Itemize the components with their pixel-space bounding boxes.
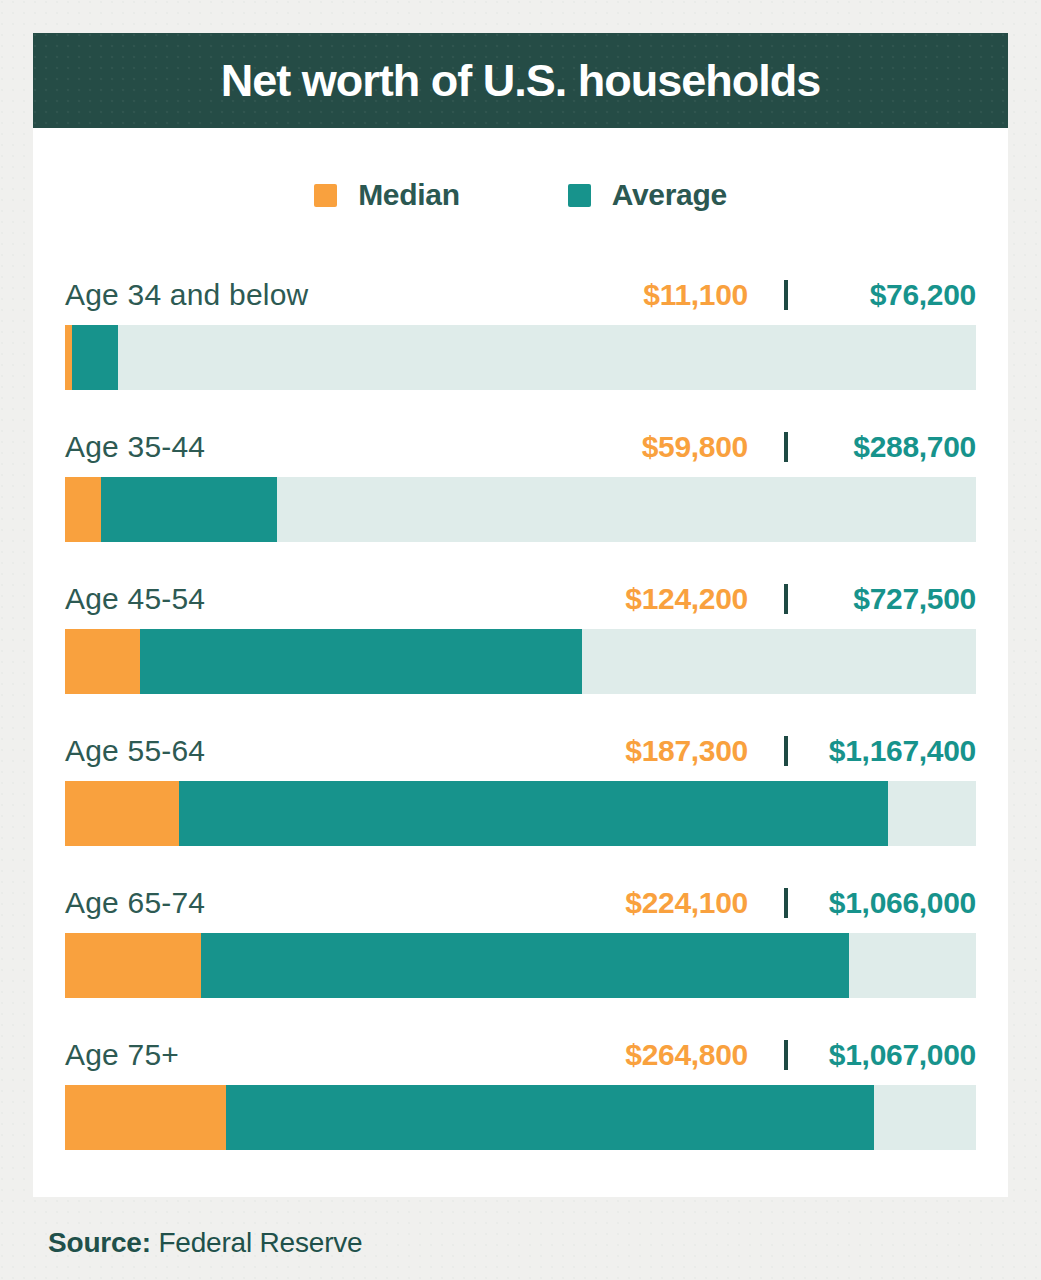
average-bar — [201, 933, 848, 998]
value-divider — [784, 280, 788, 310]
average-bar — [101, 477, 276, 542]
median-value: $59,800 — [642, 427, 748, 467]
row-values: $264,800 $1,067,000 — [625, 1035, 976, 1075]
chart-row: Age 35-44 $59,800 $288,700 — [65, 427, 976, 542]
row-values: $187,300 $1,167,400 — [625, 731, 976, 771]
median-bar — [65, 933, 201, 998]
value-divider — [784, 584, 788, 614]
average-value: $1,067,000 — [806, 1035, 976, 1075]
median-bar — [65, 1085, 226, 1150]
legend-label-median: Median — [358, 178, 460, 212]
chart-row: Age 55-64 $187,300 $1,167,400 — [65, 731, 976, 846]
average-value: $1,066,000 — [806, 883, 976, 923]
row-head: Age 65-74 $224,100 $1,066,000 — [65, 883, 976, 923]
legend: Median Average — [65, 178, 976, 212]
infographic-page: Net worth of U.S. households Median Aver… — [0, 0, 1041, 1280]
average-value: $727,500 — [806, 579, 976, 619]
row-values: $124,200 $727,500 — [625, 579, 976, 619]
value-divider — [784, 888, 788, 918]
source-label: Source: — [48, 1227, 151, 1258]
median-bar — [65, 781, 179, 846]
row-values: $59,800 $288,700 — [642, 427, 976, 467]
average-swatch-icon — [568, 184, 591, 207]
row-values: $11,100 $76,200 — [643, 275, 976, 315]
median-bar — [65, 477, 101, 542]
median-value: $187,300 — [625, 731, 748, 771]
age-group-label: Age 45-54 — [65, 579, 205, 619]
bar-track — [65, 629, 976, 694]
legend-item-median: Median — [314, 178, 460, 212]
age-group-label: Age 35-44 — [65, 427, 205, 467]
chart-row: Age 45-54 $124,200 $727,500 — [65, 579, 976, 694]
source-note: Source: Federal Reserve — [48, 1227, 1008, 1259]
median-bar — [65, 325, 72, 390]
age-group-label: Age 55-64 — [65, 731, 205, 771]
average-value: $76,200 — [806, 275, 976, 315]
legend-item-average: Average — [568, 178, 727, 212]
page-title: Net worth of U.S. households — [221, 55, 821, 107]
chart-row: Age 65-74 $224,100 $1,066,000 — [65, 883, 976, 998]
average-value: $1,167,400 — [806, 731, 976, 771]
age-group-label: Age 34 and below — [65, 275, 308, 315]
legend-label-average: Average — [612, 178, 727, 212]
header-banner: Net worth of U.S. households — [33, 33, 1008, 128]
average-bar — [179, 781, 888, 846]
median-value: $11,100 — [643, 275, 748, 315]
bar-track — [65, 781, 976, 846]
bar-track — [65, 933, 976, 998]
median-swatch-icon — [314, 184, 337, 207]
value-divider — [784, 432, 788, 462]
row-head: Age 45-54 $124,200 $727,500 — [65, 579, 976, 619]
average-bar — [226, 1085, 874, 1150]
row-head: Age 75+ $264,800 $1,067,000 — [65, 1035, 976, 1075]
median-value: $264,800 — [625, 1035, 748, 1075]
average-bar — [140, 629, 582, 694]
source-value: Federal Reserve — [158, 1227, 362, 1258]
chart-row: Age 75+ $264,800 $1,067,000 — [65, 1035, 976, 1150]
row-head: Age 35-44 $59,800 $288,700 — [65, 427, 976, 467]
row-head: Age 55-64 $187,300 $1,167,400 — [65, 731, 976, 771]
row-head: Age 34 and below $11,100 $76,200 — [65, 275, 976, 315]
bar-track — [65, 325, 976, 390]
chart-row: Age 34 and below $11,100 $76,200 — [65, 275, 976, 390]
chart-card: Median Average Age 34 and below $11,100 … — [33, 128, 1008, 1197]
chart-rows: Age 34 and below $11,100 $76,200 Age 35-… — [65, 275, 976, 1150]
age-group-label: Age 65-74 — [65, 883, 205, 923]
median-value: $224,100 — [625, 883, 748, 923]
average-value: $288,700 — [806, 427, 976, 467]
row-values: $224,100 $1,066,000 — [625, 883, 976, 923]
median-bar — [65, 629, 140, 694]
age-group-label: Age 75+ — [65, 1035, 179, 1075]
bar-track — [65, 477, 976, 542]
value-divider — [784, 736, 788, 766]
value-divider — [784, 1040, 788, 1070]
average-bar — [72, 325, 118, 390]
median-value: $124,200 — [625, 579, 748, 619]
bar-track — [65, 1085, 976, 1150]
